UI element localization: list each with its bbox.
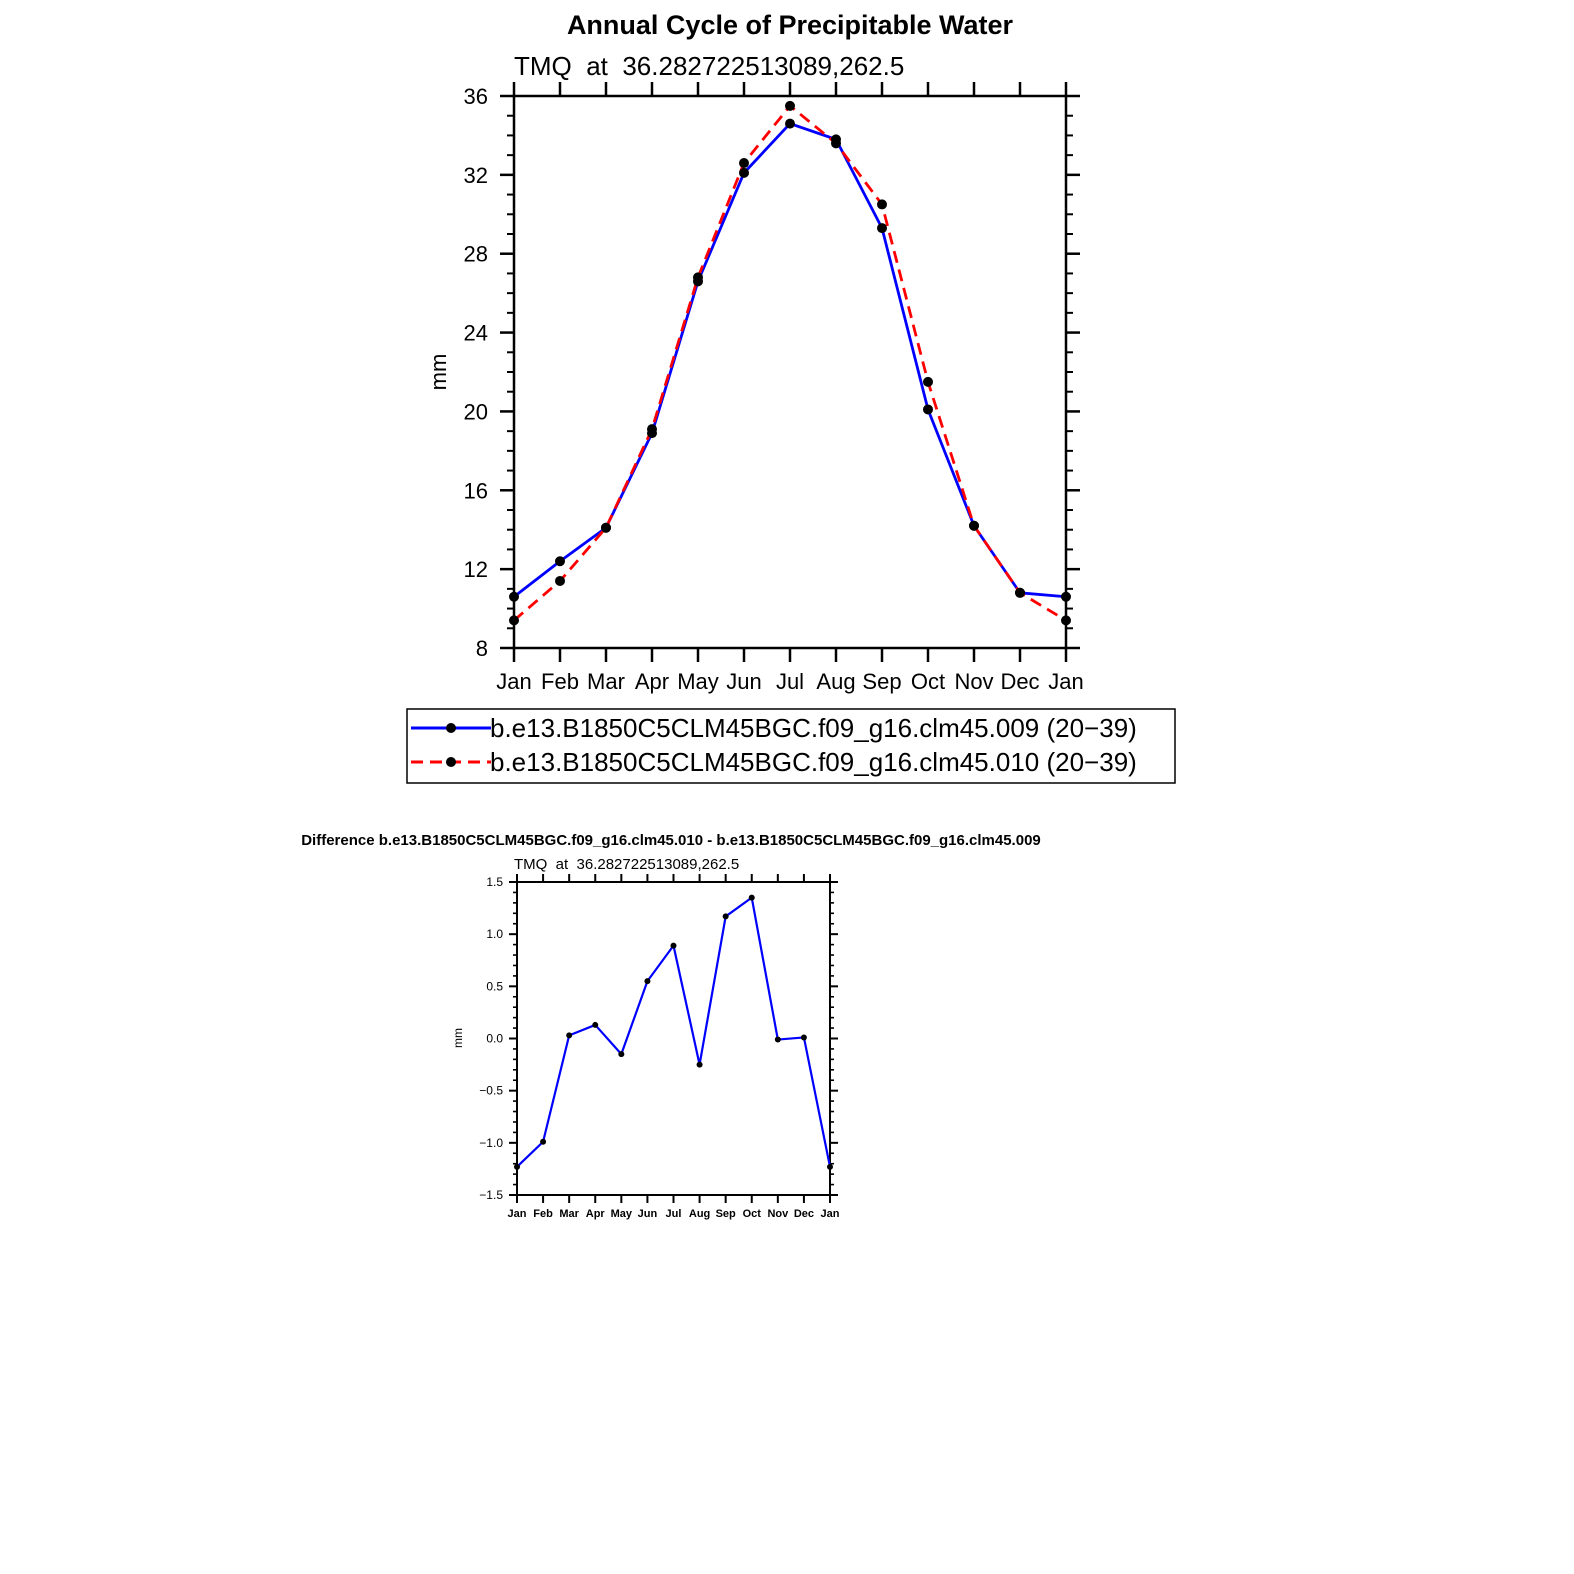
diff-series-0-point	[566, 1032, 573, 1039]
main-plot-frame	[512, 94, 1068, 650]
diff-series-0-point	[618, 1051, 625, 1058]
legend-marker-009	[446, 723, 456, 733]
difference-plot-area: −1.5 −1.0 −0.5 0.0 0.5 1.0 1.5 Jan Feb Mar Apr May J…	[479, 874, 840, 1220]
legend: b.e13.B1850C5CLM45BGC.f09_g16.clm45.009 …	[406, 708, 1176, 784]
diff-series-0-point	[800, 1034, 807, 1041]
main-x-tick-label: Sep	[862, 669, 901, 694]
main-chart-title: Annual Cycle of Precipitable Water	[567, 10, 1014, 40]
main-series-1-point	[509, 615, 519, 626]
main-y-tick-label: 16	[464, 478, 488, 503]
main-x-tick-label: May	[677, 669, 719, 694]
main-series-1-point	[831, 138, 841, 149]
diff-series-0-point	[514, 1163, 520, 1170]
main-x-tick-label: Jul	[776, 669, 804, 694]
diff-y-tick-label: −1.5	[479, 1188, 503, 1202]
main-series-0-point	[1061, 591, 1071, 602]
main-x-tick-label: Mar	[587, 669, 625, 694]
main-y-tick-label: 24	[464, 321, 488, 346]
main-y-tick-label: 36	[464, 84, 488, 109]
diff-x-tick-label: Oct	[743, 1208, 762, 1220]
main-x-tick-label: Dec	[1000, 669, 1039, 694]
legend-marker-010	[446, 757, 456, 767]
main-y-tick-label: 28	[464, 242, 488, 267]
main-x-tick-label: Aug	[816, 669, 855, 694]
diff-y-tick-label: 1.0	[486, 927, 503, 941]
diff-x-tick-label: Jun	[638, 1208, 658, 1220]
main-x-tick-label: Nov	[954, 669, 993, 694]
main-series-0-point	[739, 167, 749, 178]
legend-entry-010: b.e13.B1850C5CLM45BGC.f09_g16.clm45.010 …	[411, 747, 1137, 777]
diff-series-0-point	[644, 978, 651, 985]
diff-x-tick-label: Feb	[533, 1208, 553, 1220]
main-series-0-point	[923, 404, 933, 415]
main-series-1-point	[647, 424, 657, 435]
main-series-1-point	[601, 522, 611, 533]
diff-y-tick-label: 1.5	[486, 875, 503, 889]
difference-chart-title: Difference b.e13.B1850C5CLM45BGC.f09_g16…	[301, 832, 1041, 849]
diff-series-0-point	[722, 913, 729, 920]
main-y-tick-label: 32	[464, 163, 488, 188]
main-series-0-point	[877, 223, 887, 234]
diff-x-tick-label: Jul	[666, 1208, 682, 1220]
diff-x-tick-label: Aug	[689, 1208, 710, 1220]
diff-series-0-point	[774, 1036, 781, 1043]
main-series-line-1	[513, 104, 1067, 622]
difference-chart-subtitle: TMQ at 36.282722513089,262.5	[514, 856, 739, 873]
main-x-tick-label: Jan	[496, 669, 531, 694]
main-series-0-point	[785, 118, 795, 129]
diff-y-tick-label: 0.0	[486, 1032, 503, 1046]
main-series-1-point	[693, 272, 703, 283]
main-chart-subtitle: TMQ at 36.282722513089,262.5	[514, 51, 904, 81]
main-y-tick-label: 8	[476, 636, 488, 661]
diff-x-tick-label: Mar	[559, 1208, 579, 1220]
diff-x-tick-label: Jan	[508, 1208, 527, 1220]
main-x-tick-label: Apr	[635, 669, 669, 694]
diff-x-tick-label: May	[611, 1208, 633, 1220]
main-series-1-point	[739, 158, 749, 169]
difference-y-axis-label: mm	[451, 1028, 465, 1048]
main-series-0-point	[509, 591, 519, 602]
main-series-line-0	[513, 122, 1067, 599]
main-series-0-point	[555, 556, 565, 567]
diff-series-0-point	[592, 1021, 599, 1028]
main-series-1-point	[555, 575, 565, 586]
diff-x-tick-label: Jan	[821, 1208, 840, 1220]
diff-series-0-point	[748, 894, 755, 901]
main-y-tick-label: 20	[464, 399, 488, 424]
diff-y-tick-label: −0.5	[479, 1084, 503, 1098]
main-series-1-point	[1061, 615, 1071, 626]
diff-series-0-point	[696, 1061, 703, 1068]
diff-x-tick-label: Nov	[767, 1208, 789, 1220]
diff-series-line-0	[516, 896, 832, 1168]
diff-x-tick-label: Dec	[794, 1208, 814, 1220]
diff-y-tick-label: 0.5	[486, 979, 503, 993]
legend-entry-009: b.e13.B1850C5CLM45BGC.f09_g16.clm45.009 …	[411, 713, 1137, 743]
main-series-1-point	[923, 376, 933, 387]
diff-x-tick-label: Apr	[586, 1208, 606, 1220]
main-series-1-point	[785, 100, 795, 111]
main-series-1-point	[877, 199, 887, 210]
main-y-axis-label: mm	[426, 354, 451, 391]
diff-y-tick-label: −1.0	[479, 1136, 503, 1150]
diff-series-0-point	[827, 1163, 833, 1170]
main-x-tick-label: Jun	[726, 669, 761, 694]
main-x-tick-label: Feb	[541, 669, 579, 694]
legend-label-010: b.e13.B1850C5CLM45BGC.f09_g16.clm45.010 …	[490, 747, 1137, 777]
legend-box	[406, 708, 1176, 784]
main-plot-area: 8 12 16 20 24 28 32 36 Jan Feb Mar Apr May Jun Jul Aug S…	[464, 82, 1084, 694]
legend-label-009: b.e13.B1850C5CLM45BGC.f09_g16.clm45.009 …	[490, 713, 1137, 743]
diff-series-0-point	[670, 942, 677, 949]
main-x-tick-label: Jan	[1048, 669, 1083, 694]
main-x-tick-label: Oct	[911, 669, 945, 694]
main-y-tick-label: 12	[464, 557, 488, 582]
diff-x-tick-label: Sep	[716, 1208, 736, 1220]
main-series-1-point	[969, 520, 979, 531]
diff-series-0-point	[540, 1138, 547, 1145]
main-series-1-point	[1015, 587, 1025, 598]
